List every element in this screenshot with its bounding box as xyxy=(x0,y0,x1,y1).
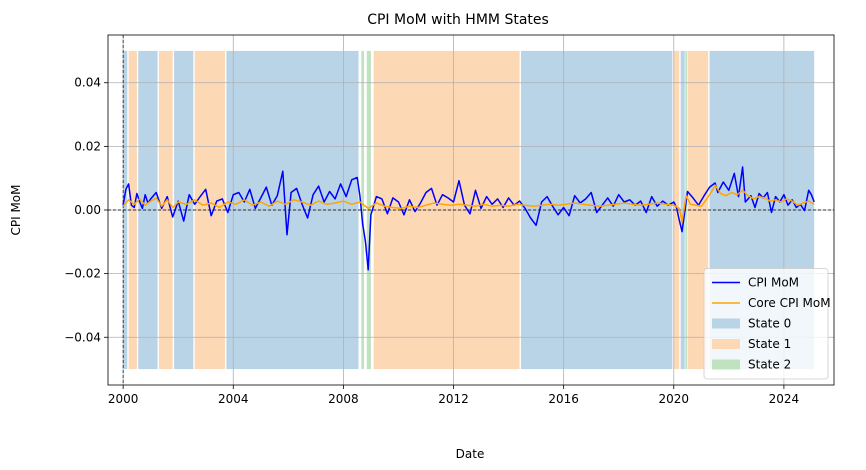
x-tick-label: 2024 xyxy=(769,392,800,406)
legend-patch-swatch xyxy=(712,359,740,370)
x-axis: 2000 2004 2008 2012 2016 2020 2024 xyxy=(108,385,799,406)
legend-label: Core CPI MoM xyxy=(748,296,831,310)
legend-patch-swatch xyxy=(712,339,740,349)
x-tick-label: 2020 xyxy=(658,392,689,406)
legend-box xyxy=(703,268,829,380)
x-tick-label: 2008 xyxy=(328,392,359,406)
legend: CPI MoM Core CPI MoM State 0 State 1 State 2 xyxy=(703,268,831,380)
y-axis: −0.04 −0.02 0.00 0.02 0.04 xyxy=(64,76,108,344)
x-tick-label: 2012 xyxy=(438,392,469,406)
y-axis-label: CPI MoM xyxy=(9,184,23,235)
legend-patch-swatch xyxy=(712,318,740,329)
y-tick-label: −0.02 xyxy=(64,267,101,281)
y-tick-label: −0.04 xyxy=(64,330,101,344)
series-lines xyxy=(122,166,815,271)
legend-label: State 2 xyxy=(748,358,791,372)
x-tick-label: 2016 xyxy=(548,392,579,406)
legend-label: State 0 xyxy=(748,317,791,331)
x-tick-label: 2004 xyxy=(218,392,249,406)
series-1-line xyxy=(122,184,815,223)
y-tick-label: 0.02 xyxy=(74,139,101,153)
chart-title: CPI MoM with HMM States xyxy=(367,12,549,28)
legend-label: State 1 xyxy=(748,337,791,351)
x-axis-label: Date xyxy=(456,447,485,461)
x-tick-label: 2000 xyxy=(108,392,139,406)
y-tick-label: 0.00 xyxy=(74,203,101,217)
legend-label: CPI MoM xyxy=(748,276,799,290)
y-tick-label: 0.04 xyxy=(74,76,101,90)
